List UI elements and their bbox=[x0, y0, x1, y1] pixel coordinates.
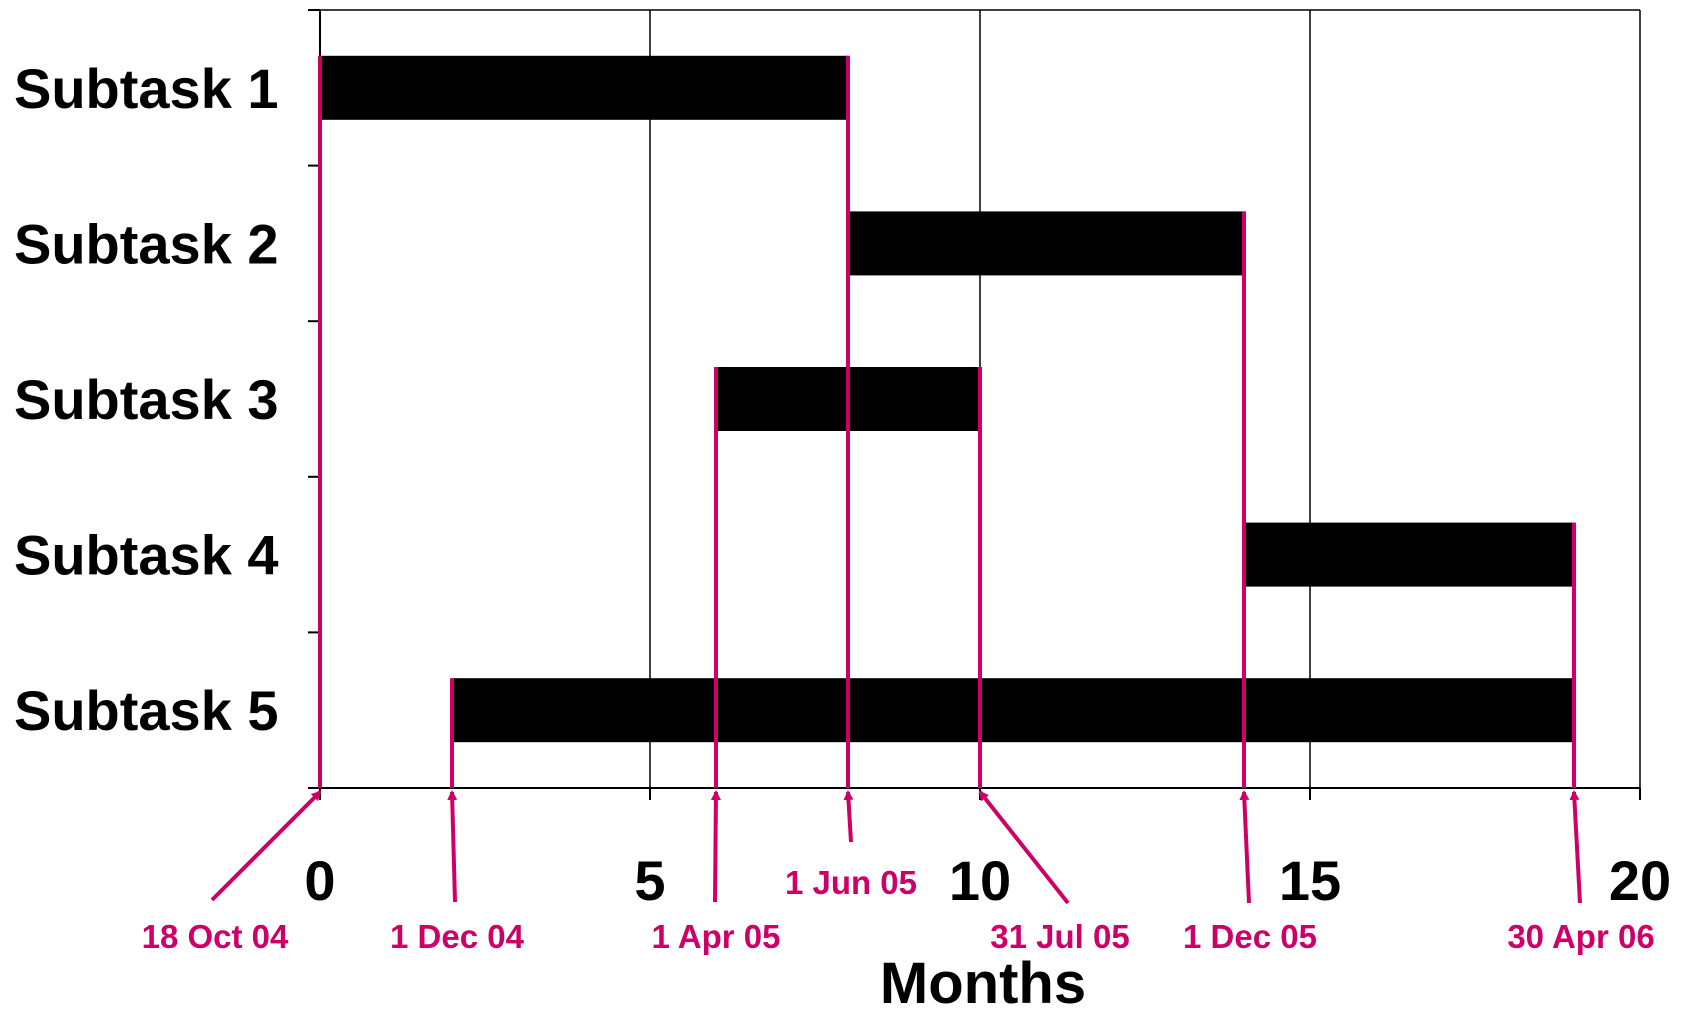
milestone-label: 1 Jun 05 bbox=[785, 864, 917, 901]
bars-layer bbox=[320, 55, 1574, 743]
gantt-bar bbox=[848, 211, 1244, 276]
milestone-label: 18 Oct 04 bbox=[142, 918, 289, 955]
milestone-layer: 18 Oct 04 1 Dec 04 1 Apr 051 Jun 05 31 Jul … bbox=[142, 55, 1655, 955]
axis-layer: Subtask 1 Subtask 2 Subtask 3 Subtask 4 Subt… bbox=[14, 9, 1671, 912]
x-tick-label: 15 bbox=[1279, 849, 1341, 912]
gantt-bar bbox=[1244, 522, 1574, 587]
y-tick-label: Subtask 1 bbox=[14, 57, 279, 120]
x-tick-label: 20 bbox=[1609, 849, 1671, 912]
x-tick-label: 0 bbox=[304, 849, 335, 912]
milestone-label: 30 Apr 06 bbox=[1507, 918, 1654, 955]
milestone-label: 1 Dec 05 bbox=[1183, 918, 1317, 955]
milestone-arrow bbox=[1239, 790, 1251, 904]
grid-layer bbox=[320, 9, 1641, 788]
milestone-arrow bbox=[710, 790, 721, 903]
gantt-bar bbox=[320, 55, 848, 120]
milestone-arrow bbox=[210, 790, 322, 902]
gantt-bar bbox=[452, 678, 1574, 743]
milestone-label: 1 Dec 04 bbox=[390, 918, 525, 955]
milestone-arrow bbox=[1569, 790, 1582, 904]
milestone-label: 31 Jul 05 bbox=[990, 918, 1129, 955]
milestone-arrow bbox=[447, 790, 458, 903]
x-tick-label: 10 bbox=[949, 849, 1011, 912]
y-tick-label: Subtask 2 bbox=[14, 212, 279, 275]
x-axis-label: Months bbox=[880, 951, 1086, 1013]
x-tick-label: 5 bbox=[634, 849, 665, 912]
y-tick-label: Subtask 4 bbox=[14, 524, 279, 587]
milestone-label: 1 Apr 05 bbox=[651, 918, 780, 955]
milestone-arrow bbox=[978, 790, 1070, 905]
milestone-arrow bbox=[843, 790, 854, 843]
y-tick-label: Subtask 5 bbox=[14, 679, 279, 742]
y-tick-label: Subtask 3 bbox=[14, 368, 279, 431]
